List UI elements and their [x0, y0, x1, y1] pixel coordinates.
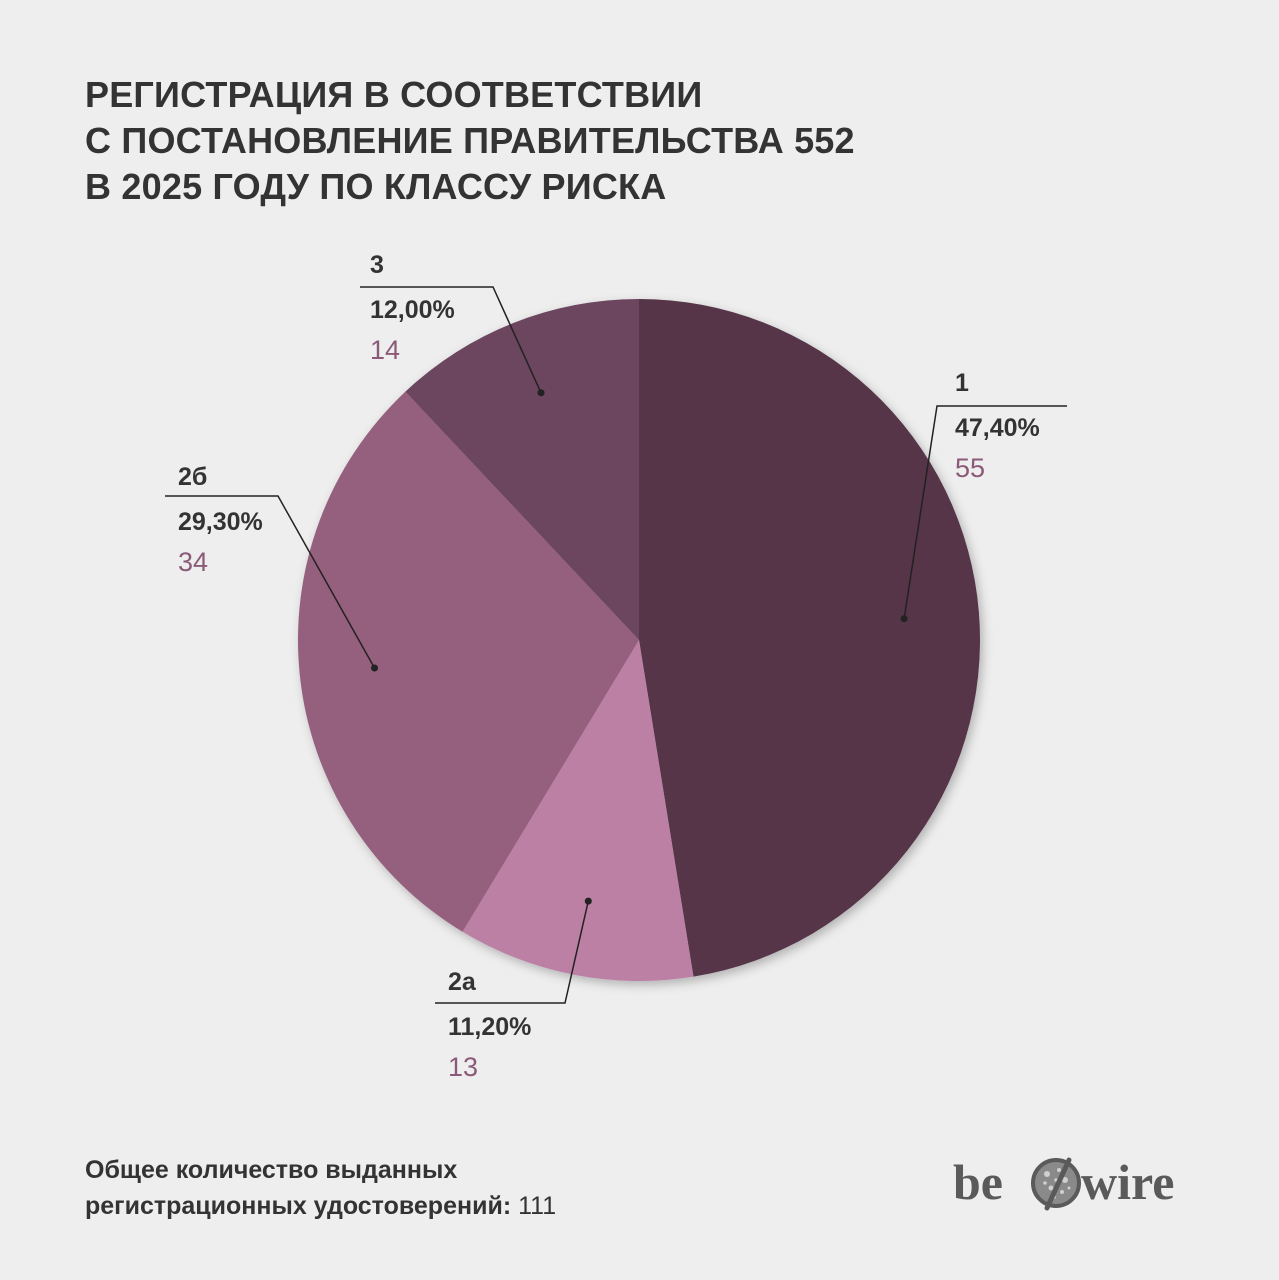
slice-1-leader-dot [900, 615, 908, 623]
slice-1-count: 55 [955, 453, 986, 483]
logo-text-wire: wire [1081, 1154, 1175, 1210]
slice-1-leader-line [903, 405, 1067, 619]
title-line-2: С ПОСТАНОВЛЕНИЕ ПРАВИТЕЛЬСТВА 552 [85, 120, 855, 161]
slice-3-percent: 12,00% [370, 296, 455, 324]
slice-2a-count: 13 [448, 1052, 479, 1082]
slice-2a-leader-dot [584, 897, 592, 905]
footer-total-number: 111 [518, 1192, 557, 1220]
slice-2a-percent: 11,20% [448, 1013, 532, 1041]
label-slice-1: 1 47,40% 55 [955, 371, 1040, 482]
footer-total: Общее количество выданных регистрационны… [85, 1152, 556, 1224]
logo-mark-icon [1031, 1157, 1081, 1211]
footer-line-1: Общее количество выданных [85, 1156, 458, 1184]
slice-3-wedge [405, 299, 639, 640]
slice-3-leader-line [360, 286, 542, 394]
slice-2b-count: 34 [178, 547, 209, 577]
slice-2b-wedge [298, 391, 639, 932]
chart-title: РЕГИСТРАЦИЯ В СООТВЕТСТВИИ С ПОСТАНОВЛЕН… [85, 72, 855, 210]
title-line-3: В 2025 ГОДУ ПО КЛАССУ РИСКА [85, 166, 667, 207]
footer-line-2-text: регистрационных удостоверений: [85, 1192, 512, 1220]
label-slice-2b: 2б 29,30% 34 [178, 465, 263, 576]
slice-2a-wedge [462, 640, 694, 981]
slice-2b-percent: 29,30% [178, 508, 263, 536]
slice-1-wedge [639, 299, 980, 977]
title-line-1: РЕГИСТРАЦИЯ В СООТВЕТСТВИИ [85, 74, 703, 115]
slice-2b-name: 2б [178, 463, 208, 491]
label-slice-2a: 2а 11,20% 13 [448, 970, 531, 1081]
slice-3-name: 3 [370, 251, 384, 279]
slice-3-leader-dot [537, 389, 545, 397]
slice-2a-name: 2а [448, 968, 476, 996]
logo-text-be: be [953, 1154, 1003, 1210]
beowire-logo: be wire [953, 1148, 1223, 1224]
slice-1-name: 1 [955, 369, 969, 397]
label-slice-3: 3 12,00% 14 [370, 253, 455, 364]
slice-2a-leader-line [435, 900, 590, 1004]
slice-2b-leader-dot [370, 664, 378, 672]
slice-2b-leader-line [165, 495, 376, 669]
slice-3-count: 14 [370, 335, 401, 365]
footer-line-2: регистрационных удостоверений: 111 [85, 1188, 556, 1224]
slice-1-percent: 47,40% [955, 414, 1040, 442]
